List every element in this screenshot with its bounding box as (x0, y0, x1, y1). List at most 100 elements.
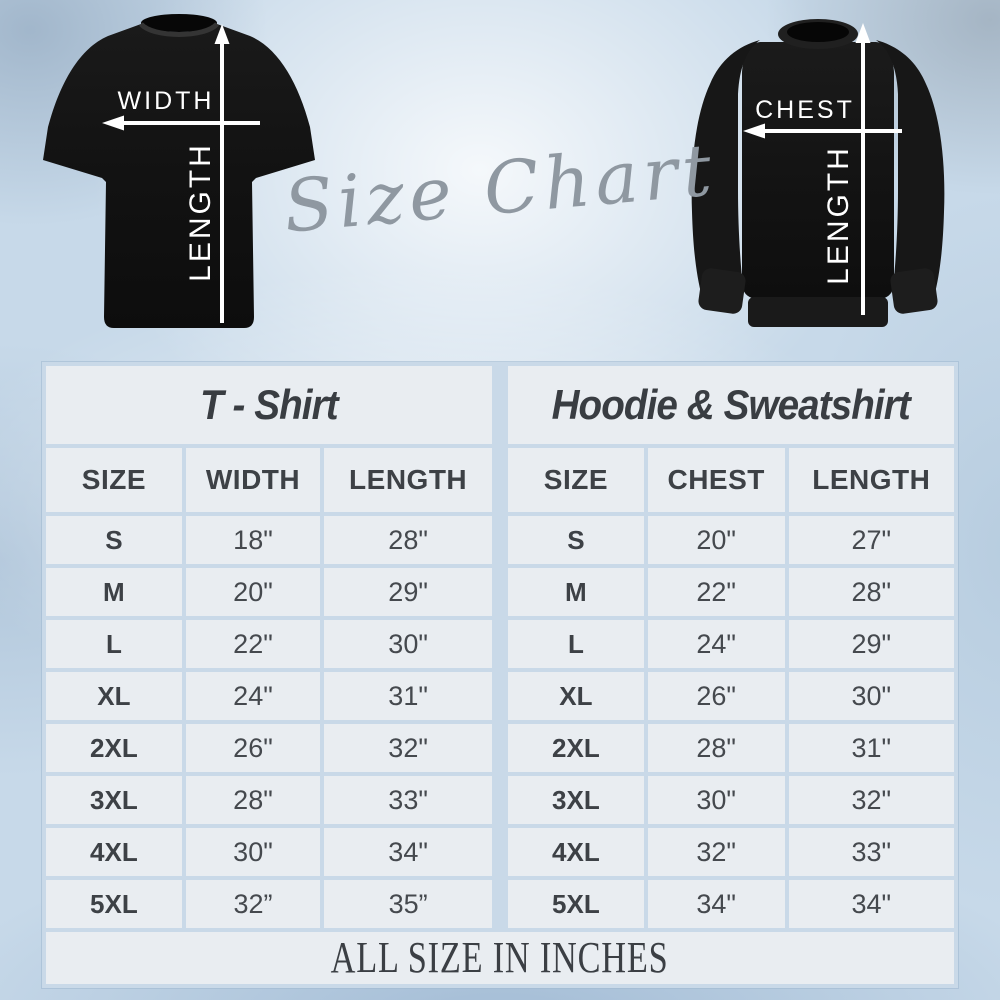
measurement-cell: 34" (788, 880, 954, 928)
tshirt-collar-rib (139, 22, 219, 37)
width-arrow (102, 115, 260, 131)
tshirt-body (43, 24, 315, 328)
size-cell: 5XL (46, 880, 182, 928)
sweatshirt-image: CHEST LENGTH (691, 19, 945, 327)
measurement-cell: 20" (185, 568, 321, 616)
table-row: M 22" 28" (508, 568, 954, 616)
measurement-cell: 30" (647, 776, 785, 824)
measurement-cell: 28" (788, 568, 954, 616)
table-row: S 20" 27" (508, 516, 954, 564)
table-row: S 18" 28" (46, 516, 492, 564)
measurement-cell: 18" (185, 516, 321, 564)
measurement-cell: 28" (647, 724, 785, 772)
tshirt-length-label: LENGTH (184, 142, 217, 282)
sweatshirt-left-cuff (698, 268, 746, 314)
hoodie-header-row: SIZE CHEST LENGTH (508, 448, 954, 512)
size-cell: XL (46, 672, 182, 720)
size-chart-panel: T - Shirt SIZE WIDTH LENGTH S 18" 28" M 20" 2… (42, 362, 958, 988)
measurement-cell: 27" (788, 516, 954, 564)
size-cell: M (508, 568, 644, 616)
measurement-cell: 33" (788, 828, 954, 876)
measurement-cell: 32" (324, 724, 492, 772)
sweatshirt-collar-inner (787, 22, 849, 42)
sweatshirt-body (742, 42, 894, 299)
tshirt-table: T - Shirt SIZE WIDTH LENGTH S 18" 28" M 20" 2… (42, 362, 496, 932)
column-header-chest: CHEST (647, 448, 785, 512)
measurement-cell: 30" (788, 672, 954, 720)
measurement-cell: 34" (647, 880, 785, 928)
tshirt-header-row: SIZE WIDTH LENGTH (46, 448, 492, 512)
measurement-cell: 30" (324, 620, 492, 668)
hoodie-table-title: Hoodie & Sweatshirt (508, 366, 954, 444)
measurement-cell: 31" (788, 724, 954, 772)
measurement-cell: 24" (185, 672, 321, 720)
table-row: 4XL 30" 34" (46, 828, 492, 876)
measurement-cell: 26" (647, 672, 785, 720)
units-note-text: ALL SIZE IN INCHES (331, 933, 669, 982)
size-cell: 2XL (46, 724, 182, 772)
units-note: ALL SIZE IN INCHES (46, 932, 954, 984)
size-cell: L (46, 620, 182, 668)
measurement-cell: 32" (788, 776, 954, 824)
measurement-cell: 28" (185, 776, 321, 824)
measurement-cell: 24" (647, 620, 785, 668)
measurement-cell: 22" (185, 620, 321, 668)
size-cell: 2XL (508, 724, 644, 772)
size-cell: L (508, 620, 644, 668)
measurement-cell: 31" (324, 672, 492, 720)
table-row: 3XL 30" 32" (508, 776, 954, 824)
size-cell: 4XL (46, 828, 182, 876)
chest-arrow (743, 123, 902, 139)
size-cell: 4XL (508, 828, 644, 876)
tshirt-table-title-text: T - Shirt (200, 381, 339, 428)
size-cell: 3XL (508, 776, 644, 824)
column-header-length: LENGTH (324, 448, 492, 512)
measurement-cell: 32" (647, 828, 785, 876)
length-arrow (214, 24, 230, 323)
tshirt-diagram: WIDTH LENGTH (36, 10, 322, 342)
tables-row: T - Shirt SIZE WIDTH LENGTH S 18" 28" M 20" 2… (42, 362, 958, 932)
table-row: 2XL 28" 31" (508, 724, 954, 772)
length-arrow (855, 23, 871, 315)
measurement-cell: 32” (185, 880, 321, 928)
tshirt-image: WIDTH LENGTH (43, 14, 315, 328)
measurement-cell: 28" (324, 516, 492, 564)
column-header-size: SIZE (46, 448, 182, 512)
sweatshirt-length-label: LENGTH (822, 145, 855, 285)
table-row: 5XL 34" 34" (508, 880, 954, 928)
size-cell: 5XL (508, 880, 644, 928)
measurement-cell: 29" (788, 620, 954, 668)
size-cell: S (46, 516, 182, 564)
table-row: 2XL 26" 32" (46, 724, 492, 772)
sweatshirt-right-cuff (890, 268, 938, 314)
measurement-cell: 22" (647, 568, 785, 616)
size-cell: 3XL (46, 776, 182, 824)
sweatshirt-diagram: CHEST LENGTH (668, 10, 968, 342)
table-row: 3XL 28" 33" (46, 776, 492, 824)
table-row: L 24" 29" (508, 620, 954, 668)
tshirt-collar (141, 14, 217, 32)
measurement-cell: 20" (647, 516, 785, 564)
hoodie-table-title-text: Hoodie & Sweatshirt (551, 381, 911, 428)
table-row: M 20" 29" (46, 568, 492, 616)
table-row: L 22" 30" (46, 620, 492, 668)
measurement-cell: 30" (185, 828, 321, 876)
tshirt-width-label: WIDTH (118, 87, 215, 115)
column-header-size: SIZE (508, 448, 644, 512)
sweatshirt-right-sleeve (876, 40, 945, 305)
table-row: XL 26" 30" (508, 672, 954, 720)
size-cell: S (508, 516, 644, 564)
measurement-cell: 34" (324, 828, 492, 876)
tshirt-table-title: T - Shirt (46, 366, 492, 444)
measurement-cell: 33" (324, 776, 492, 824)
size-cell: XL (508, 672, 644, 720)
measurement-cell: 26" (185, 724, 321, 772)
table-row: XL 24" 31" (46, 672, 492, 720)
table-row: 4XL 32" 33" (508, 828, 954, 876)
sweatshirt-hem (748, 297, 888, 327)
table-row: 5XL 32” 35” (46, 880, 492, 928)
sweatshirt-left-sleeve (691, 40, 760, 305)
column-header-width: WIDTH (185, 448, 321, 512)
